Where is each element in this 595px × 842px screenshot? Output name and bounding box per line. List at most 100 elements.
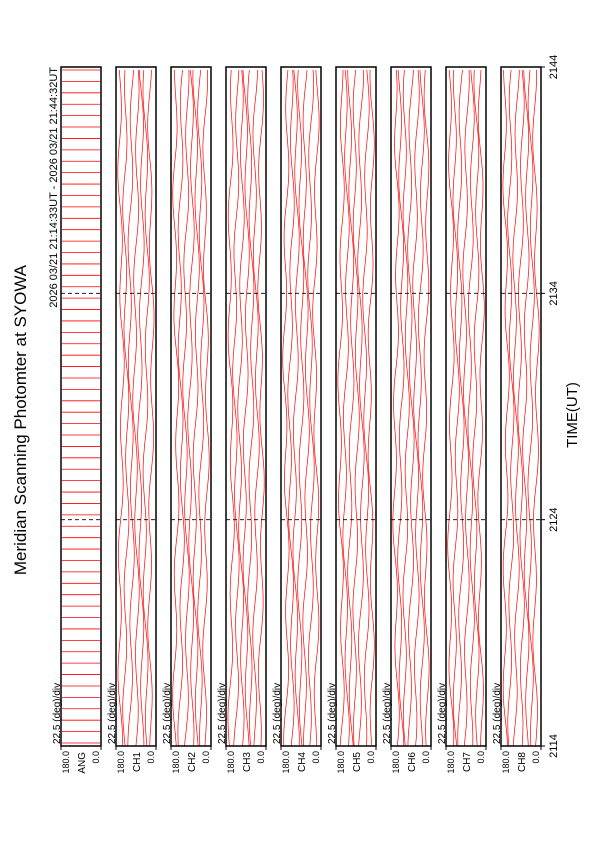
x-tick-label: 2114 bbox=[548, 734, 560, 758]
scale-label: 22.5 (deg)/div bbox=[107, 683, 118, 744]
trace bbox=[307, 69, 315, 747]
y-tick-label: 0.0 bbox=[146, 751, 156, 764]
trace bbox=[297, 69, 305, 747]
trace bbox=[392, 69, 400, 747]
trace bbox=[407, 69, 415, 747]
y-tick-label: 0.0 bbox=[366, 751, 376, 764]
scale-label: 22.5 (deg)/div bbox=[382, 683, 393, 744]
trace bbox=[507, 69, 515, 747]
trace bbox=[512, 69, 520, 747]
scale-label: 22.5 (deg)/div bbox=[437, 683, 448, 744]
trace bbox=[367, 69, 375, 747]
y-tick-label: 180.0 bbox=[61, 751, 71, 774]
trace bbox=[177, 69, 185, 747]
trace bbox=[237, 69, 245, 747]
channel-label: CH5 bbox=[352, 752, 363, 772]
trace bbox=[527, 69, 535, 747]
panel-frame bbox=[390, 66, 432, 747]
chart-subtitle: 2026 03/21 21:14:33UT - 2026 03/21 21:44… bbox=[48, 67, 60, 308]
trace bbox=[147, 69, 155, 747]
chart-title: Meridian Scanning Photomter at SYOWA bbox=[11, 264, 30, 575]
y-tick-label: 180.0 bbox=[501, 751, 511, 774]
scale-label: 22.5 (deg)/div bbox=[162, 683, 173, 744]
scale-label: 22.5 (deg)/div bbox=[217, 683, 228, 744]
x-tick-label: 2134 bbox=[548, 281, 560, 305]
trace bbox=[417, 69, 425, 747]
channel-label: CH2 bbox=[187, 752, 198, 772]
trace bbox=[357, 70, 365, 747]
channel-label: CH8 bbox=[517, 752, 528, 772]
panel-frame bbox=[335, 66, 377, 747]
y-tick-label: 0.0 bbox=[421, 751, 431, 764]
trace bbox=[257, 69, 265, 747]
channel-label: ANG bbox=[77, 752, 88, 774]
trace bbox=[397, 69, 405, 747]
trace bbox=[462, 69, 470, 747]
channel-label: CH6 bbox=[407, 752, 418, 772]
panel-frame bbox=[60, 66, 102, 747]
trace bbox=[532, 69, 540, 747]
y-tick-label: 180.0 bbox=[281, 751, 291, 774]
trace bbox=[452, 69, 460, 747]
trace bbox=[472, 69, 480, 747]
scale-label: 22.5 (deg)/div bbox=[492, 683, 503, 744]
trace bbox=[187, 69, 195, 747]
trace bbox=[312, 69, 320, 746]
y-tick-label: 0.0 bbox=[311, 751, 321, 764]
trace bbox=[192, 69, 200, 747]
trace bbox=[352, 69, 360, 747]
x-tick-label: 2124 bbox=[548, 507, 560, 531]
panel-frame bbox=[280, 66, 322, 747]
panel-frame bbox=[445, 66, 487, 747]
trace bbox=[517, 69, 525, 747]
channel-label: CH3 bbox=[242, 752, 253, 772]
scale-label: 22.5 (deg)/div bbox=[327, 683, 338, 744]
rotated-chart: Meridian Scanning Photomter at SYOWA 202… bbox=[11, 55, 581, 774]
trace bbox=[447, 69, 455, 747]
trace bbox=[247, 69, 255, 747]
y-tick-label: 0.0 bbox=[256, 751, 266, 764]
y-tick-label: 0.0 bbox=[476, 751, 486, 764]
channel-label: CH1 bbox=[132, 752, 143, 772]
trace bbox=[202, 69, 210, 747]
trace bbox=[457, 69, 465, 747]
trace bbox=[412, 69, 420, 747]
trace bbox=[127, 69, 135, 747]
y-tick-label: 180.0 bbox=[226, 751, 236, 774]
trace bbox=[522, 69, 530, 747]
trace bbox=[467, 69, 475, 746]
trace bbox=[182, 69, 190, 747]
panel-frame bbox=[500, 66, 542, 747]
trace bbox=[232, 69, 240, 747]
trace bbox=[292, 69, 300, 747]
trace bbox=[252, 69, 260, 747]
trace bbox=[337, 70, 345, 747]
trace bbox=[402, 69, 410, 747]
trace bbox=[347, 69, 355, 747]
trace bbox=[117, 69, 125, 746]
scale-label: 22.5 (deg)/div bbox=[52, 683, 63, 744]
trace bbox=[122, 69, 130, 747]
trace bbox=[342, 69, 350, 747]
trace bbox=[142, 69, 150, 747]
y-tick-label: 0.0 bbox=[201, 751, 211, 764]
panel-frame bbox=[225, 66, 267, 747]
y-tick-label: 0.0 bbox=[531, 751, 541, 764]
trace bbox=[197, 69, 205, 747]
trace bbox=[362, 69, 370, 747]
panel-frame bbox=[170, 66, 212, 747]
trace bbox=[422, 69, 430, 747]
y-tick-label: 180.0 bbox=[171, 751, 181, 774]
trace bbox=[282, 69, 290, 747]
y-tick-label: 180.0 bbox=[336, 751, 346, 774]
trace bbox=[477, 69, 485, 746]
trace bbox=[242, 69, 250, 747]
y-tick-label: 0.0 bbox=[91, 751, 101, 764]
trace bbox=[227, 69, 235, 747]
y-tick-label: 180.0 bbox=[391, 751, 401, 774]
trace bbox=[502, 69, 510, 747]
channel-label: CH7 bbox=[462, 752, 473, 772]
trace bbox=[132, 69, 140, 747]
x-axis-label: TIME(UT) bbox=[564, 382, 581, 448]
